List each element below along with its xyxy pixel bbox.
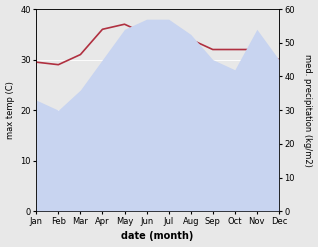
Y-axis label: med. precipitation (kg/m2): med. precipitation (kg/m2) [303, 54, 313, 167]
X-axis label: date (month): date (month) [121, 231, 194, 242]
Y-axis label: max temp (C): max temp (C) [5, 81, 15, 139]
